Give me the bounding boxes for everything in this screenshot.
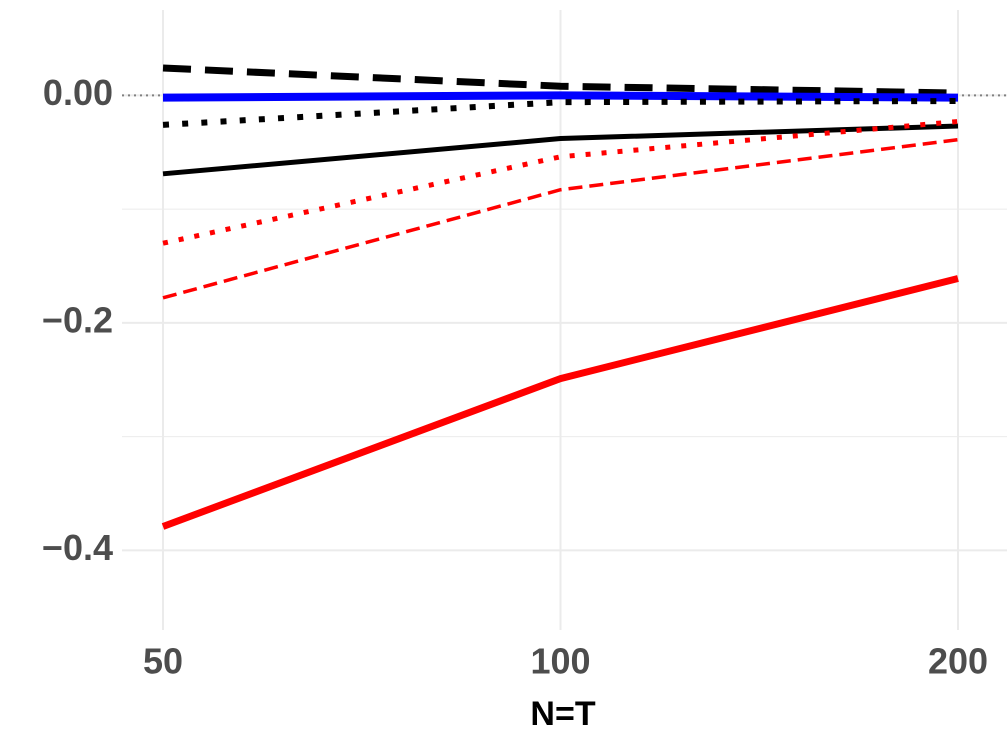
series-line (162, 64, 959, 97)
y-tick-label: −0.4 (42, 527, 113, 568)
x-tick-label: 50 (143, 641, 183, 682)
y-tick-label: −0.2 (42, 299, 113, 340)
series-line (162, 123, 959, 177)
x-tick-label: 100 (530, 641, 590, 682)
series-line (162, 137, 959, 300)
series-line (162, 118, 959, 246)
y-tick-label: 0.00 (43, 72, 113, 113)
series-line (161, 275, 959, 530)
x-tick-label: 200 (928, 641, 988, 682)
x-axis-label: N=T (530, 695, 595, 733)
series-line (162, 91, 959, 102)
